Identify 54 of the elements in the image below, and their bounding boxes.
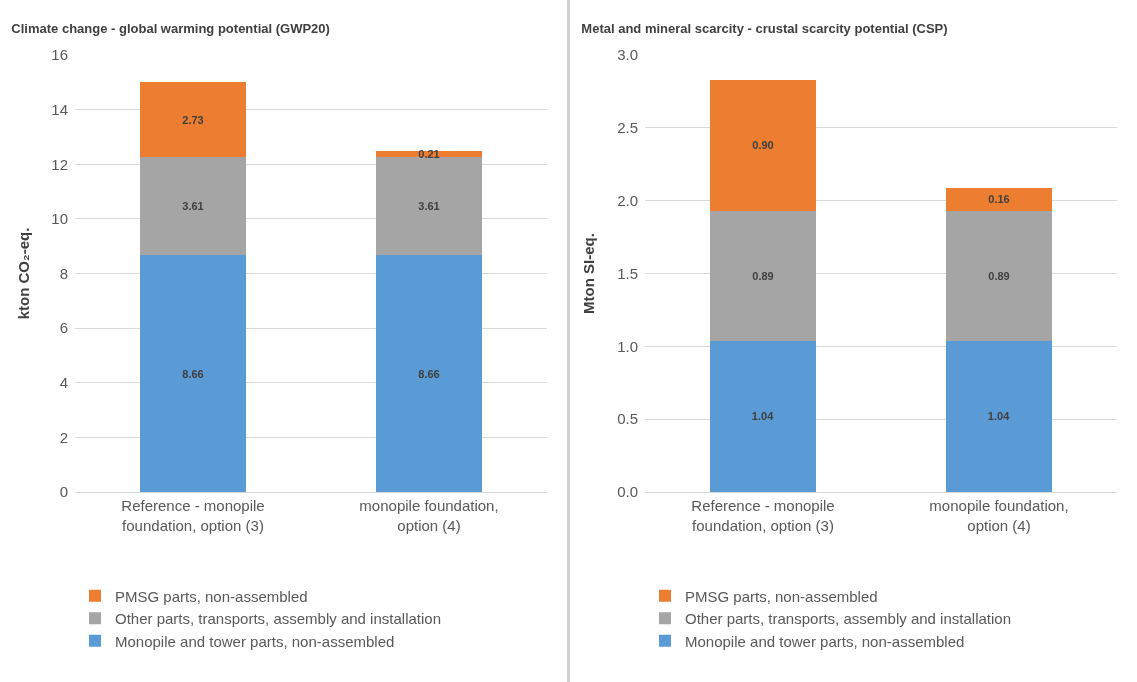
y-tick-label: 1.0 — [617, 337, 638, 355]
y-tick-label: 4 — [59, 374, 68, 391]
y-axis-title: kton CO₂-eq. — [14, 227, 32, 320]
y-tick-label: 1.5 — [617, 264, 638, 282]
data-label: 3.61 — [418, 200, 440, 213]
bar — [709, 210, 817, 341]
data-label: 0.90 — [752, 139, 774, 152]
y-tick-label: 6 — [59, 319, 68, 337]
chart-title: Metal and mineral scarcity - crustal scarcity potential (CSP) — [581, 20, 948, 36]
bar — [139, 255, 247, 492]
bar — [139, 156, 247, 256]
x-tick-label: Reference - monopile foundation, option (3) — [691, 497, 835, 534]
bar — [375, 151, 483, 157]
y-tick-label: 0.0 — [617, 483, 638, 501]
y-tick-label: 12 — [51, 155, 68, 173]
data-label: 3.61 — [182, 200, 204, 213]
legend-label: PMSG parts, non-assembled — [685, 587, 878, 605]
data-label: 2.73 — [182, 113, 204, 126]
y-tick-label: 2 — [59, 428, 68, 446]
legend-label: PMSG parts, non-assembled — [115, 587, 308, 605]
legend-label: Other parts, transports, assembly and installation — [685, 610, 1011, 627]
bar — [945, 340, 1053, 492]
data-label: 0.89 — [752, 269, 774, 282]
y-tick-label: 0.5 — [617, 410, 638, 428]
x-tick-label: Reference - monopile foundation, option (3) — [121, 497, 265, 534]
bar — [945, 187, 1053, 211]
y-tick-label: 10 — [51, 210, 68, 228]
data-label: 0.21 — [418, 148, 440, 161]
chart-title: Climate change - global warming potential (GWP20) — [11, 20, 330, 36]
y-tick-label: 16 — [51, 46, 68, 64]
bar — [945, 210, 1053, 341]
legend-label: Monopile and tower parts, non-assembled — [115, 632, 395, 650]
bar — [375, 255, 483, 492]
bar — [139, 82, 247, 157]
bar — [375, 156, 483, 256]
y-tick-label: 2.5 — [617, 119, 638, 137]
data-label: 8.66 — [418, 367, 440, 380]
y-tick-label: 3.0 — [617, 46, 638, 64]
y-tick-label: 8 — [59, 264, 68, 282]
y-tick-label: 14 — [51, 100, 68, 118]
data-label: 1.04 — [751, 410, 775, 423]
legend-label: Other parts, transports, assembly and installation — [115, 610, 441, 627]
x-tick-label: monopile foundation, option (4) — [929, 497, 1069, 534]
y-axis-title: Mton SI-eq. — [580, 233, 598, 314]
data-label: 0.16 — [988, 193, 1010, 206]
legend-label: Monopile and tower parts, non-assembled — [685, 632, 965, 650]
x-tick-label: monopile foundation, option (4) — [359, 497, 499, 534]
data-label: 1.04 — [987, 410, 1011, 423]
y-tick-label: 2.0 — [617, 191, 638, 209]
data-label: 8.66 — [182, 367, 204, 380]
data-label: 0.89 — [988, 269, 1010, 282]
bar — [709, 79, 817, 211]
y-tick-label: 0 — [59, 483, 68, 501]
bar — [709, 340, 817, 492]
